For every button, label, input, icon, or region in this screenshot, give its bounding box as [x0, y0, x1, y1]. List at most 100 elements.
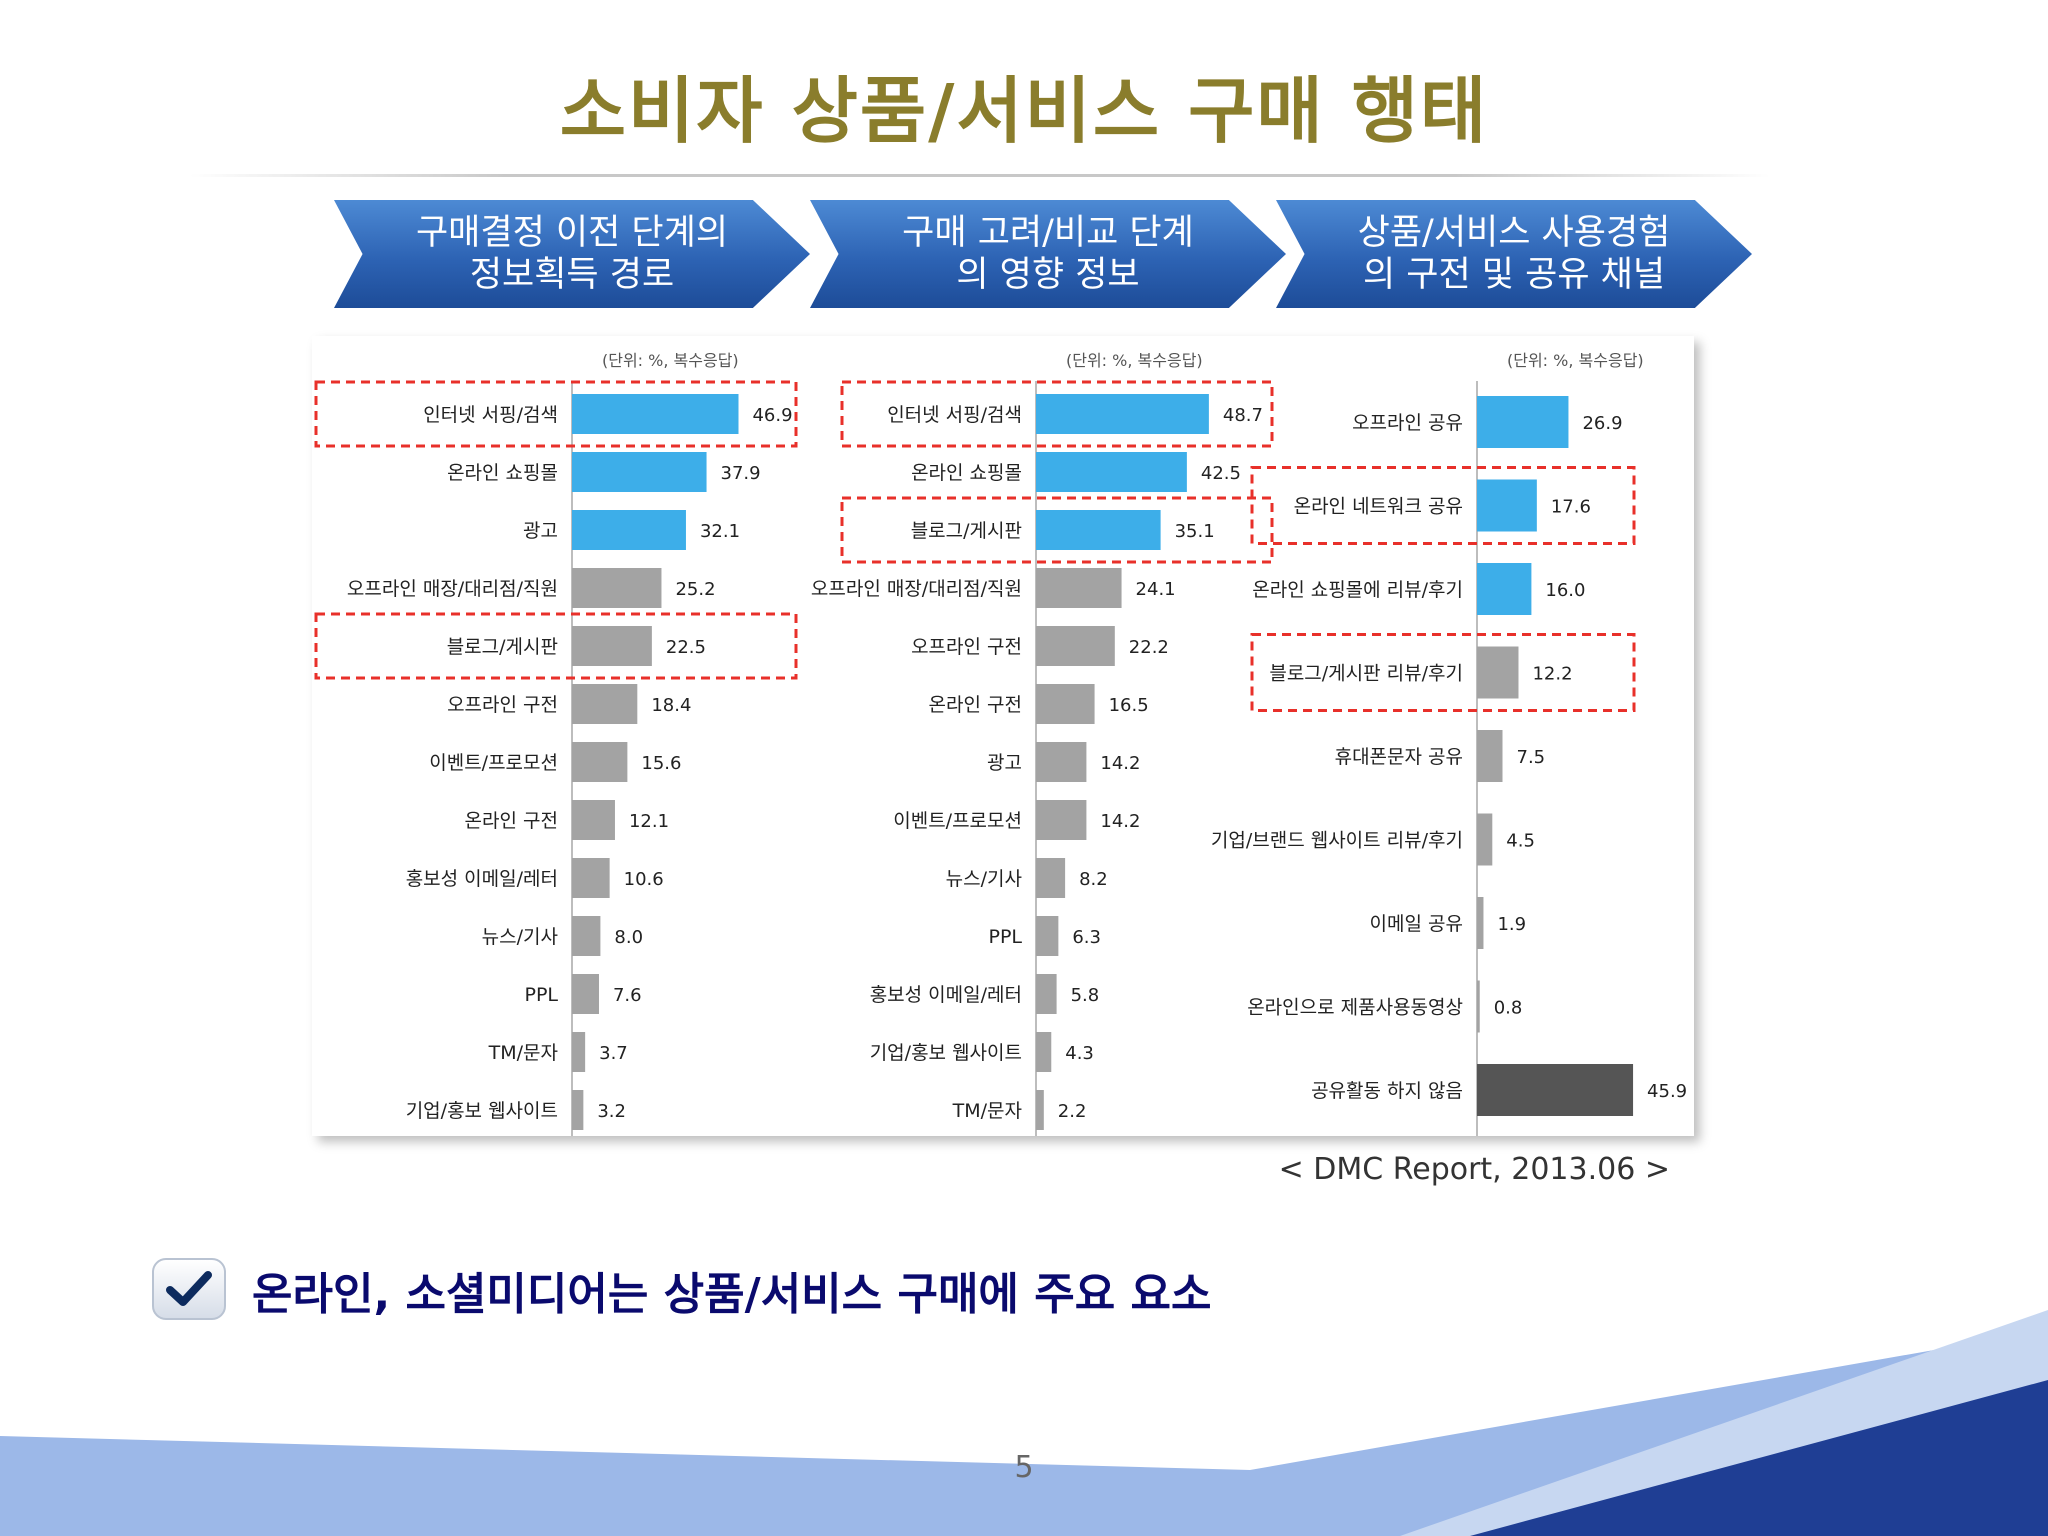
category-label: 이벤트/프로모션	[429, 752, 558, 774]
category-label: 뉴스/기사	[946, 868, 1022, 890]
category-label: 뉴스/기사	[482, 926, 558, 948]
bar	[572, 626, 652, 666]
category-label: 오프라인 공유	[1352, 412, 1463, 434]
data-label: 7.5	[1517, 747, 1546, 768]
bar	[1477, 897, 1484, 949]
category-label: PPL	[524, 984, 558, 1006]
category-label: 이벤트/프로모션	[893, 810, 1022, 832]
data-label: 16.5	[1109, 695, 1149, 716]
category-label: 오프라인 구전	[447, 694, 558, 716]
unit-note: (단위: %, 복수응답)	[602, 351, 739, 370]
highlight-box	[840, 380, 1274, 448]
data-label: 1.9	[1497, 914, 1526, 935]
data-label: 32.1	[700, 521, 740, 542]
bar	[1477, 980, 1480, 1033]
category-label: 홍보성 이메일/레터	[406, 868, 558, 890]
category-label: 오프라인 구전	[911, 636, 1022, 658]
bar	[1036, 858, 1066, 898]
category-label: 휴대폰문자 공유	[1335, 746, 1463, 768]
bar	[1477, 646, 1519, 699]
category-label: 인터넷 서핑/검색	[887, 404, 1022, 426]
checkmark-icon	[152, 1258, 226, 1320]
bar	[572, 568, 662, 608]
category-label: 온라인 쇼핑몰에 리뷰/후기	[1252, 579, 1463, 601]
category-label: 홍보성 이메일/레터	[870, 984, 1022, 1006]
data-label: 3.7	[599, 1043, 628, 1064]
step-arrow-1: 구매결정 이전 단계의 정보획득 경로	[334, 200, 810, 308]
chart-panel: (단위: %, 복수응답) 인터넷 서핑/검색 46.9 온라인 쇼핑몰 37.9 광고 3…	[312, 336, 1694, 1136]
data-label: 25.2	[675, 579, 715, 600]
data-label: 6.3	[1072, 927, 1101, 948]
category-label: 기업/홍보 웹사이트	[406, 1100, 558, 1122]
bar	[1477, 479, 1537, 532]
bar	[1036, 800, 1087, 840]
step-arrow-3: 상품/서비스 사용경험 의 구전 및 공유 채널	[1276, 200, 1752, 308]
data-label: 15.6	[641, 753, 681, 774]
data-label: 37.9	[721, 463, 761, 484]
bar	[1477, 730, 1503, 782]
page-number: 5	[1014, 1450, 1034, 1485]
slide-title: 소비자 상품/서비스 구매 행태	[559, 69, 1489, 153]
category-label: 온라인 쇼핑몰	[911, 462, 1022, 484]
step-arrow-2: 구매 고려/비교 단계 의 영향 정보	[810, 200, 1286, 308]
data-label: 16.0	[1545, 580, 1585, 601]
category-label: 온라인으로 제품사용동영상	[1247, 997, 1463, 1019]
bar	[572, 684, 638, 724]
category-label: 온라인 쇼핑몰	[447, 462, 558, 484]
data-label: 26.9	[1582, 413, 1622, 434]
bar	[572, 858, 610, 898]
bullet-text: 온라인, 소셜미디어는 상품/서비스 구매에 주요 요소	[252, 1269, 1212, 1320]
data-label: 35.1	[1175, 521, 1215, 542]
category-label: 오프라인 매장/대리점/직원	[347, 578, 558, 600]
highlight-box	[1250, 633, 1636, 712]
highlight-box	[314, 612, 798, 680]
bar	[1036, 684, 1095, 724]
bar	[572, 742, 628, 782]
data-label: 12.2	[1532, 664, 1572, 685]
data-label: 8.0	[614, 927, 643, 948]
bar	[1036, 568, 1122, 608]
data-label: 45.9	[1647, 1081, 1687, 1102]
category-label: 블로그/게시판 리뷰/후기	[1269, 663, 1463, 685]
data-label: 10.6	[624, 869, 664, 890]
data-label: 3.2	[597, 1101, 626, 1122]
category-label: 광고	[523, 520, 558, 542]
bar	[572, 1032, 586, 1072]
data-label: 0.8	[1494, 998, 1523, 1019]
category-label: 온라인 네트워크 공유	[1294, 496, 1463, 518]
category-label: TM/문자	[488, 1042, 558, 1064]
data-label: 46.9	[752, 405, 792, 426]
data-label: 22.2	[1129, 637, 1169, 658]
step-arrow-label: 상품/서비스 사용경험 의 구전 및 공유 채널	[1357, 213, 1671, 295]
bar	[572, 974, 599, 1014]
bar	[572, 394, 739, 434]
data-label: 2.2	[1058, 1101, 1087, 1122]
bar	[1477, 563, 1532, 615]
bar	[1036, 1090, 1044, 1130]
bar	[1036, 974, 1057, 1014]
bar	[572, 800, 615, 840]
bar	[1036, 742, 1087, 782]
category-label: TM/문자	[952, 1100, 1022, 1122]
bar	[1036, 1032, 1052, 1072]
charts-svg: (단위: %, 복수응답) 인터넷 서핑/검색 46.9 온라인 쇼핑몰 37.9 광고 3…	[314, 351, 1687, 1136]
category-label: 기업/브랜드 웹사이트 리뷰/후기	[1211, 830, 1463, 852]
data-label: 8.2	[1079, 869, 1108, 890]
data-label: 17.6	[1551, 497, 1591, 518]
highlight-box	[840, 496, 1274, 564]
highlight-box	[314, 380, 798, 448]
data-label: 4.5	[1506, 831, 1535, 852]
bar	[1036, 452, 1187, 492]
title-divider	[190, 174, 1770, 177]
bar	[1036, 394, 1209, 434]
category-label: 블로그/게시판	[447, 636, 558, 658]
data-label: 14.2	[1100, 753, 1140, 774]
data-label: 18.4	[651, 695, 691, 716]
category-label: 광고	[987, 752, 1022, 774]
category-label: 인터넷 서핑/검색	[423, 404, 558, 426]
category-label: PPL	[988, 926, 1022, 948]
bar	[572, 452, 707, 492]
bar	[1477, 1064, 1634, 1116]
bar	[1477, 813, 1493, 866]
category-label: 블로그/게시판	[911, 520, 1022, 542]
